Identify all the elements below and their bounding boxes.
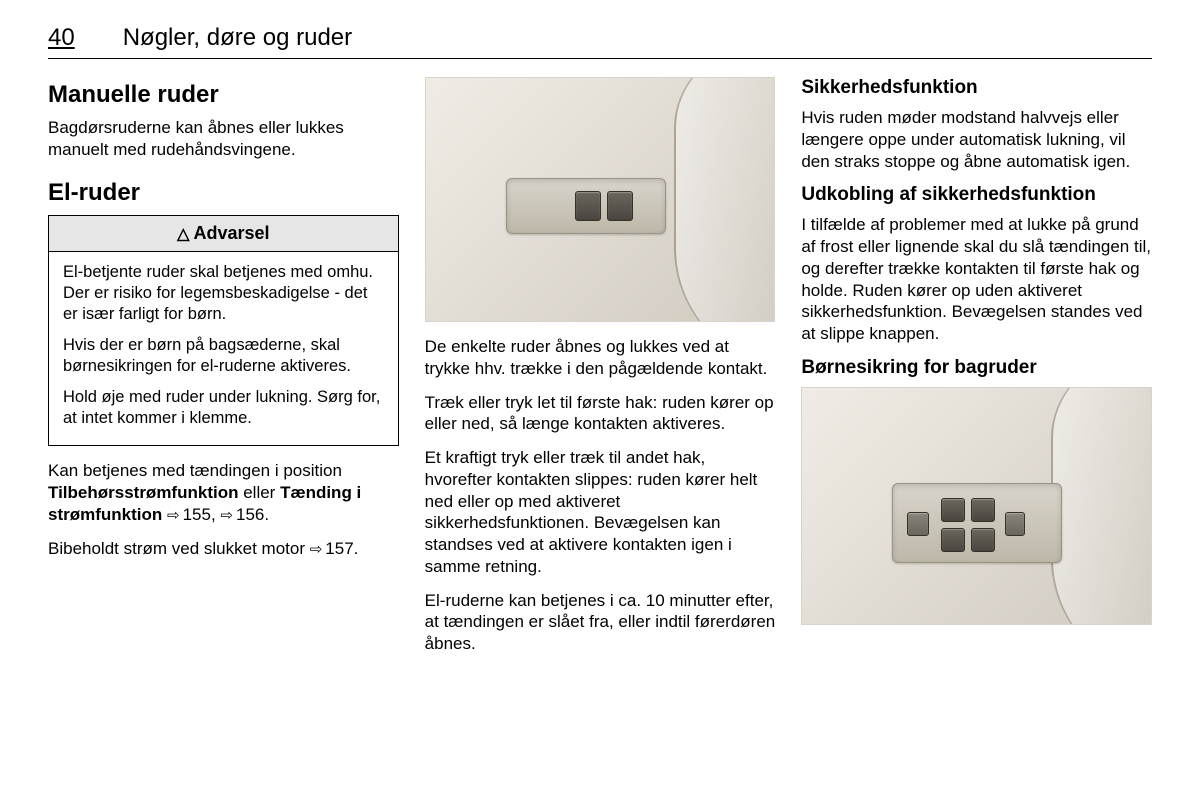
window-switch-icon bbox=[971, 498, 995, 522]
xref-157: 157 bbox=[325, 539, 353, 558]
warning-title: Advarsel bbox=[193, 223, 269, 243]
figure-four-switch-panel bbox=[801, 387, 1152, 625]
window-switch-icon bbox=[575, 191, 601, 221]
paragraph-override: I tilfælde af problemer med at lukke på … bbox=[801, 214, 1152, 345]
chapter-title: Nøgler, døre og ruder bbox=[123, 24, 352, 52]
xref-155: 155 bbox=[183, 505, 211, 524]
ign-text-a: Kan betjenes med tændingen i position bbox=[48, 461, 342, 480]
heading-safety-override: Udkobling af sikkerhedsfunktion bbox=[801, 184, 1152, 206]
warning-triangle-icon bbox=[177, 223, 193, 243]
manual-page: 40 Nøgler, døre og ruder Manuelle ruder … bbox=[0, 0, 1200, 697]
ign-text-c: eller bbox=[238, 483, 280, 502]
ign-bold-b: Tilbehørsstrømfunktion bbox=[48, 483, 238, 502]
switch-panel-two bbox=[506, 178, 666, 234]
warning-p2: Hvis der er børn på bagsæderne, skal bør… bbox=[63, 335, 384, 377]
page-number: 40 bbox=[48, 24, 75, 52]
xref-arrow-icon bbox=[310, 539, 326, 558]
warning-header: Advarsel bbox=[49, 216, 398, 252]
col2-p4: El-ruderne kan betjenes i ca. 10 minutte… bbox=[425, 590, 776, 655]
door-curve-shape bbox=[674, 77, 775, 322]
warning-p3: Hold øje med ruder under lukning. Sørg f… bbox=[63, 387, 384, 429]
content-columns: Manuelle ruder Bagdørsruderne kan åbnes … bbox=[48, 77, 1152, 667]
warning-box: Advarsel El-betjente ruder skal betjenes… bbox=[48, 215, 399, 447]
xref-arrow-icon bbox=[167, 505, 183, 524]
paragraph-safety: Hvis ruden møder modstand halvvejs eller… bbox=[801, 107, 1152, 172]
door-curve-shape bbox=[1051, 387, 1152, 625]
paragraph-manual: Bagdørsruderne kan åbnes eller lukkes ma… bbox=[48, 117, 399, 161]
heading-safety-function: Sikkerhedsfunktion bbox=[801, 77, 1152, 99]
window-switch-icon bbox=[941, 498, 965, 522]
column-1: Manuelle ruder Bagdørsruderne kan åbnes … bbox=[48, 77, 399, 667]
figure-two-switch-panel bbox=[425, 77, 776, 322]
column-3: Sikkerhedsfunktion Hvis ruden møder mods… bbox=[801, 77, 1152, 667]
page-header: 40 Nøgler, døre og ruder bbox=[48, 24, 1152, 59]
xref-arrow-icon bbox=[220, 505, 236, 524]
window-switch-icon bbox=[607, 191, 633, 221]
window-switch-icon bbox=[971, 528, 995, 552]
xref-156: 156 bbox=[236, 505, 264, 524]
heading-manual-windows: Manuelle ruder bbox=[48, 81, 399, 109]
heading-child-lock: Børnesikring for bagruder bbox=[801, 357, 1152, 379]
switch-panel-four bbox=[892, 483, 1062, 563]
warning-body: El-betjente ruder skal betjenes med omhu… bbox=[49, 252, 398, 446]
col2-p3: Et kraftigt tryk eller træk til andet ha… bbox=[425, 447, 776, 578]
col2-p1: De enkelte ruder åbnes og lukkes ved at … bbox=[425, 336, 776, 380]
heading-power-windows: El-ruder bbox=[48, 179, 399, 207]
col2-p2: Træk eller tryk let til første hak: rude… bbox=[425, 392, 776, 436]
paragraph-ignition: Kan betjenes med tændingen i position Ti… bbox=[48, 460, 399, 525]
warning-p1: El-betjente ruder skal betjenes med omhu… bbox=[63, 262, 384, 325]
paragraph-retained-power: Bibeholdt strøm ved slukket motor 157. bbox=[48, 538, 399, 560]
window-switch-icon bbox=[941, 528, 965, 552]
retained-text: Bibeholdt strøm ved slukket motor bbox=[48, 539, 310, 558]
column-2: De enkelte ruder åbnes og lukkes ved at … bbox=[425, 77, 776, 667]
mirror-switch-icon bbox=[1005, 512, 1025, 536]
child-lock-switch-icon bbox=[907, 512, 929, 536]
